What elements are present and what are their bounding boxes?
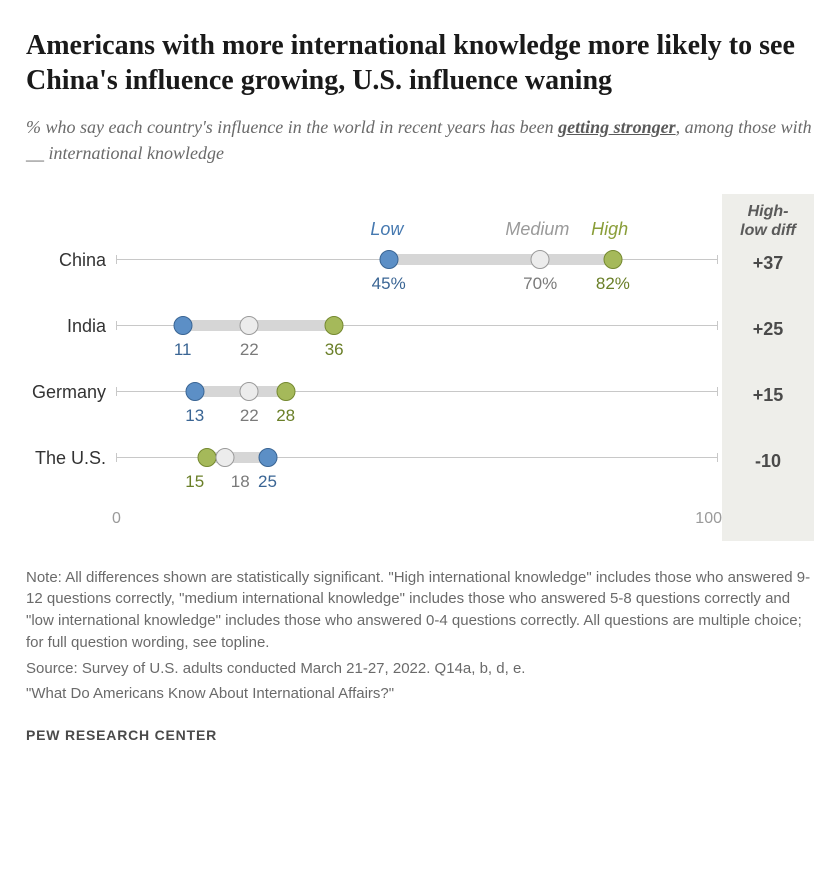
row-plot: 11 22 36 <box>116 312 722 378</box>
row-india: India 11 22 36 <box>26 312 722 378</box>
chart-container: Low Medium High China 45% 70% 82% India 11 22 36 Ge… <box>26 194 814 540</box>
connector-bar <box>385 254 617 265</box>
scale-tick: 0 <box>112 510 121 528</box>
axis-tick-left <box>116 255 117 264</box>
diff-column: High- low diff +37+25+15-10 <box>722 194 814 540</box>
value-label-high: 82% <box>596 274 630 294</box>
axis-tick-right <box>717 453 718 462</box>
diff-value: +15 <box>722 381 814 447</box>
diff-header-line1: High- <box>748 203 789 220</box>
row-plot: 45% 70% 82% <box>116 246 722 312</box>
dot-high <box>325 316 344 335</box>
axis-tick-left <box>116 453 117 462</box>
dot-high <box>276 382 295 401</box>
scale-spacer <box>26 510 116 538</box>
value-label-high: 28 <box>276 406 295 426</box>
value-label-medium: 70% <box>523 274 557 294</box>
row-plot: 13 22 28 <box>116 378 722 444</box>
diff-value: +37 <box>722 249 814 315</box>
axis-tick-left <box>116 321 117 330</box>
dot-low <box>185 382 204 401</box>
value-label-medium: 22 <box>240 406 259 426</box>
value-label-low: 25 <box>258 472 277 492</box>
diff-value: +25 <box>722 315 814 381</box>
subtitle-emphasis: getting stronger <box>558 117 676 137</box>
chart-source: Source: Survey of U.S. adults conducted … <box>26 658 814 680</box>
value-label-medium: 22 <box>240 340 259 360</box>
dot-low <box>258 448 277 467</box>
dot-medium <box>216 448 235 467</box>
legend-medium: Medium <box>505 219 569 240</box>
chart-report-title: "What Do Americans Know About Internatio… <box>26 683 814 705</box>
row-germany: Germany 13 22 28 <box>26 378 722 444</box>
dot-high <box>603 250 622 269</box>
row-the-u-s-: The U.S. 15 18 25 <box>26 444 722 510</box>
legend-row: Low Medium High <box>26 194 722 246</box>
subtitle-pre: % who say each country's influence in th… <box>26 117 558 137</box>
row-china: China 45% 70% 82% <box>26 246 722 312</box>
value-label-medium: 18 <box>231 472 250 492</box>
row-label: China <box>26 246 116 271</box>
row-label: The U.S. <box>26 444 116 469</box>
scale-plot: 0100 <box>116 510 722 538</box>
axis-tick-right <box>717 387 718 396</box>
value-label-high: 15 <box>185 472 204 492</box>
chart-title: Americans with more international knowle… <box>26 28 814 98</box>
row-plot: 15 18 25 <box>116 444 722 510</box>
value-label-high: 36 <box>325 340 344 360</box>
dot-high <box>197 448 216 467</box>
dot-medium <box>240 316 259 335</box>
legend-area: Low Medium High <box>116 194 718 246</box>
chart-note: Note: All differences shown are statisti… <box>26 567 814 654</box>
chart-plot-area: Low Medium High China 45% 70% 82% India 11 22 36 Ge… <box>26 194 722 540</box>
row-label: Germany <box>26 378 116 403</box>
axis-tick-left <box>116 387 117 396</box>
dot-medium <box>240 382 259 401</box>
row-label: India <box>26 312 116 337</box>
scale-row: 0 100 <box>26 510 722 538</box>
dot-medium <box>531 250 550 269</box>
diff-header-line2: low diff <box>740 222 796 239</box>
value-label-low: 11 <box>174 340 192 360</box>
axis-tick-right <box>717 321 718 330</box>
chart-subtitle: % who say each country's influence in th… <box>26 114 814 166</box>
dot-low <box>379 250 398 269</box>
scale-tick: 100 <box>695 510 722 528</box>
axis-tick-right <box>717 255 718 264</box>
value-label-low: 45% <box>372 274 406 294</box>
legend-high: High <box>591 219 628 240</box>
attribution: PEW RESEARCH CENTER <box>26 727 814 743</box>
legend-low: Low <box>370 219 403 240</box>
value-label-low: 13 <box>185 406 204 426</box>
dot-low <box>173 316 192 335</box>
diff-value: -10 <box>722 447 814 513</box>
diff-spacer <box>722 513 814 541</box>
diff-column-header: High- low diff <box>722 194 814 248</box>
